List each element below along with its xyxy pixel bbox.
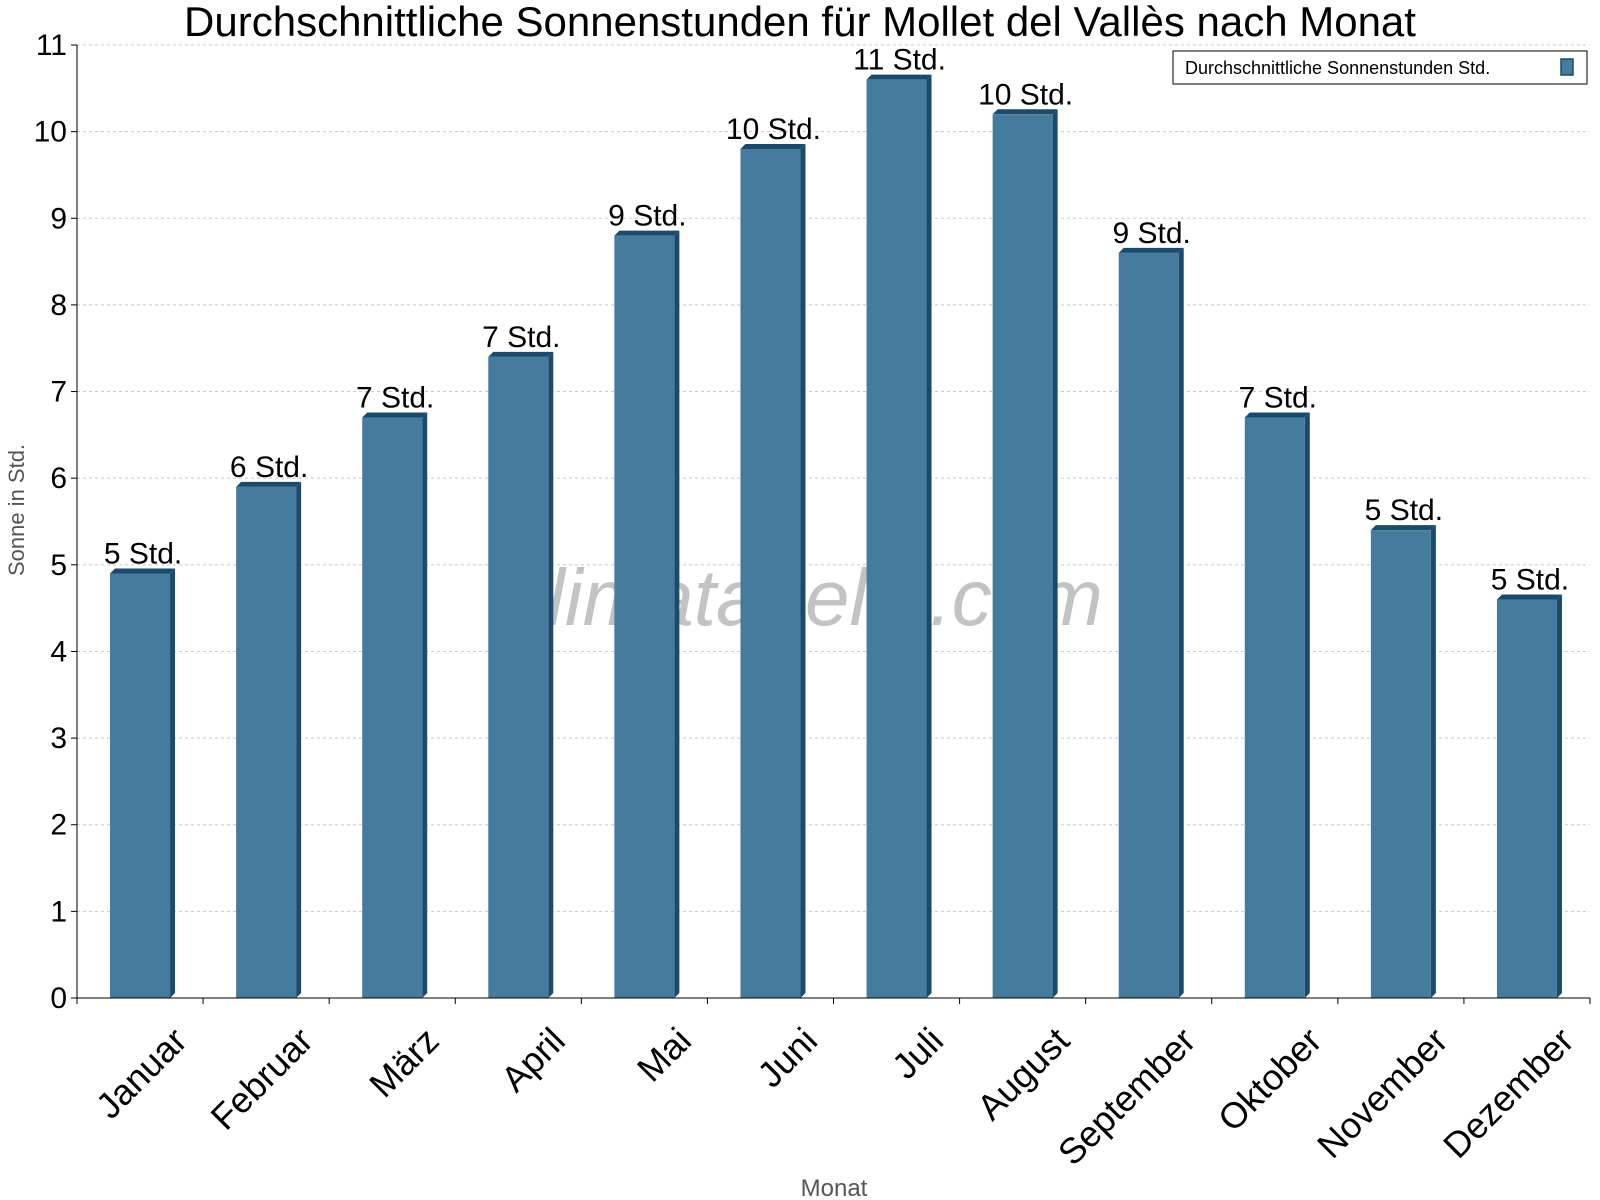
- legend-box: [1172, 50, 1588, 85]
- x-tick-label: Mai: [629, 1020, 699, 1090]
- x-tick-label: November: [1309, 1020, 1455, 1166]
- y-tick-label: 11: [36, 29, 67, 62]
- y-tick-label: 5: [50, 549, 67, 582]
- bar-front: [488, 356, 549, 999]
- y-tick-label: 3: [50, 722, 67, 755]
- bar-front: [362, 417, 423, 998]
- bar: [866, 74, 932, 999]
- bar-value-label: 9 Std.: [1113, 217, 1191, 250]
- bar-side: [1430, 525, 1436, 998]
- bar-front: [236, 486, 297, 998]
- chart-title: Durchschnittliche Sonnenstunden für Moll…: [184, 0, 1416, 45]
- legend: Durchschnittliche Sonnenstunden Std.: [1172, 50, 1588, 85]
- bar-value-label: 6 Std.: [230, 451, 308, 484]
- y-tick-label: 0: [50, 982, 67, 1015]
- y-tick-label: 4: [50, 635, 67, 668]
- x-tick-label: Oktober: [1210, 1020, 1330, 1140]
- bar-value-label: 11 Std.: [853, 44, 946, 77]
- bar-front: [992, 114, 1053, 999]
- bar-side: [548, 351, 554, 999]
- bar: [1244, 412, 1310, 998]
- data-labels: 5 Std. 6 Std. 7 Std. 7 Std. 9 Std. 10 Std. 11 …: [104, 44, 1569, 597]
- x-tick-label: Januar: [88, 1020, 195, 1127]
- bar: [236, 481, 302, 998]
- bar-value-label: 10 Std.: [978, 78, 1073, 111]
- x-tick-label: Februar: [203, 1020, 321, 1138]
- bar-side: [170, 568, 176, 998]
- bar-top: [1496, 594, 1562, 600]
- y-axis: 0 1 2 3 4 5 6 7 8 9 10 11: [34, 29, 78, 1015]
- y-tick-label: 7: [50, 376, 67, 409]
- y-tick-label: 9: [50, 202, 67, 235]
- x-axis: Januar Februar März April Mai Juni Juli AugustS…: [76, 997, 1591, 1174]
- y-axis-title: Sonne in Std.: [4, 444, 29, 576]
- bar-top: [1370, 525, 1436, 531]
- bar-front: [1370, 530, 1431, 998]
- bar-front: [110, 573, 171, 998]
- x-tick-label: April: [493, 1020, 573, 1100]
- bar: [488, 351, 554, 999]
- bar-value-label: 10 Std.: [726, 113, 821, 146]
- bar-value-label: 7 Std.: [482, 321, 560, 354]
- bar-side: [800, 143, 806, 999]
- y-tick-label: 8: [50, 289, 67, 322]
- bar-side: [422, 412, 428, 998]
- bar: [740, 143, 806, 999]
- bar: [1118, 247, 1184, 999]
- bar-top: [362, 412, 428, 418]
- x-tick-label: Dezember: [1435, 1020, 1581, 1166]
- bar-top: [236, 481, 302, 487]
- y-tick-label: 1: [50, 895, 67, 928]
- x-tick-label: Juli: [884, 1020, 951, 1087]
- legend-label: Durchschnittliche Sonnenstunden Std.: [1185, 58, 1490, 78]
- bar-side: [926, 74, 932, 999]
- bar-front: [740, 148, 801, 999]
- x-tick-label: August: [969, 1020, 1077, 1128]
- bar-top: [992, 109, 1058, 115]
- bars: [110, 74, 1562, 999]
- bar-top: [1244, 412, 1310, 418]
- bar-side: [1304, 412, 1310, 998]
- bar: [1370, 525, 1436, 998]
- x-tick-label: März: [361, 1020, 447, 1106]
- bar-value-label: 7 Std.: [1239, 382, 1317, 415]
- x-tick-label: September: [1050, 1020, 1204, 1174]
- bar-side: [1178, 247, 1184, 999]
- bar-top: [614, 230, 680, 236]
- bar-front: [614, 235, 675, 999]
- bar-value-label: 7 Std.: [356, 382, 434, 415]
- bar-side: [1052, 109, 1058, 999]
- bar-top: [488, 351, 554, 357]
- grid: [77, 44, 1590, 912]
- x-axis-title: Monat: [801, 1175, 868, 1200]
- bar: [362, 412, 428, 998]
- bar-value-label: 5 Std.: [1491, 563, 1569, 596]
- bar-top: [1118, 247, 1184, 253]
- bar-front: [1118, 252, 1179, 999]
- bar: [1496, 594, 1562, 998]
- bar-value-label: 5 Std.: [104, 537, 182, 570]
- bar-front: [1496, 599, 1557, 998]
- bar: [110, 568, 176, 998]
- legend-swatch: [1560, 58, 1574, 76]
- bar-value-label: 9 Std.: [608, 200, 686, 233]
- bar-front: [1244, 417, 1305, 998]
- y-tick-label: 10: [34, 116, 67, 149]
- bar-side: [674, 230, 680, 999]
- bar-top: [110, 568, 176, 574]
- bar-side: [1556, 594, 1562, 998]
- x-tick-label: Juni: [749, 1020, 825, 1096]
- bar-top: [740, 143, 806, 149]
- y-tick-label: 2: [50, 809, 67, 842]
- bar-value-label: 5 Std.: [1365, 494, 1443, 527]
- bar-top: [866, 74, 932, 80]
- y-tick-label: 6: [50, 462, 67, 495]
- bar-front: [866, 79, 927, 999]
- bar: [992, 109, 1058, 999]
- bar-side: [296, 481, 302, 998]
- bar: [614, 230, 680, 999]
